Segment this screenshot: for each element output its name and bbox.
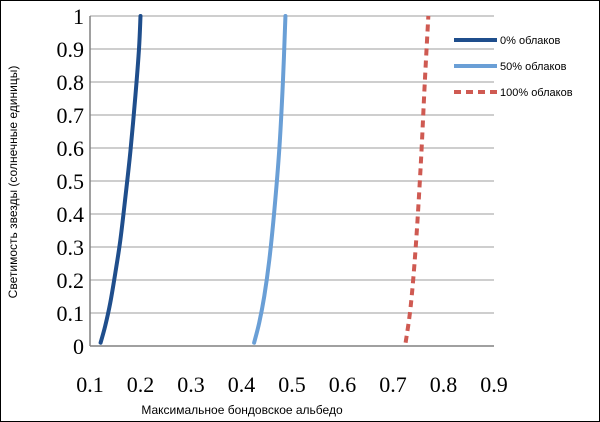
y-axis-title: Светимость звезды (солнечные единицы) bbox=[6, 66, 20, 299]
y-tick-label: 0.7 bbox=[57, 103, 85, 128]
legend-label: 0% облаков bbox=[500, 35, 560, 47]
x-tick-label: 0.6 bbox=[329, 372, 357, 397]
x-tick-label: 0.3 bbox=[177, 372, 205, 397]
legend-label: 50% облаков bbox=[500, 61, 567, 73]
x-tick-label: 0.7 bbox=[379, 372, 407, 397]
legend-label: 100% облаков bbox=[500, 87, 573, 99]
y-tick-label: 0 bbox=[73, 334, 84, 359]
y-tick-label: 0.4 bbox=[57, 202, 85, 227]
grid-lines bbox=[90, 15, 494, 314]
x-tick-labels: 0.1 0.2 0.3 0.4 0.5 0.6 0.7 0.8 0.9 bbox=[76, 372, 508, 397]
y-tick-label: 0.3 bbox=[57, 235, 85, 260]
x-tick-label: 0.4 bbox=[228, 372, 256, 397]
y-tick-label: 0.1 bbox=[57, 301, 85, 326]
x-tick-label: 0.5 bbox=[278, 372, 306, 397]
series-line bbox=[98, 14, 143, 345]
legend: 0% облаков 50% облаков 100% облаков bbox=[454, 35, 573, 99]
series-line bbox=[403, 15, 431, 343]
x-tick-label: 0.1 bbox=[76, 372, 104, 397]
x-tick-label: 0.9 bbox=[480, 372, 508, 397]
x-tick-label: 0.8 bbox=[430, 372, 458, 397]
y-tick-label: 0.8 bbox=[57, 70, 85, 95]
y-tick-labels: 0 0.1 0.2 0.3 0.4 0.5 0.6 0.7 0.8 0.9 1 bbox=[57, 4, 85, 359]
y-tick-label: 0.2 bbox=[57, 268, 85, 293]
x-tick-label: 0.2 bbox=[127, 372, 155, 397]
series-lines bbox=[98, 14, 431, 345]
axes bbox=[89, 16, 494, 347]
y-tick-label: 1 bbox=[73, 4, 84, 29]
x-axis-title: Максимальное бондовское альбедо bbox=[141, 403, 343, 417]
y-tick-label: 0.9 bbox=[57, 37, 85, 62]
y-tick-label: 0.6 bbox=[57, 136, 85, 161]
series-line bbox=[252, 14, 288, 345]
y-tick-label: 0.5 bbox=[57, 169, 85, 194]
